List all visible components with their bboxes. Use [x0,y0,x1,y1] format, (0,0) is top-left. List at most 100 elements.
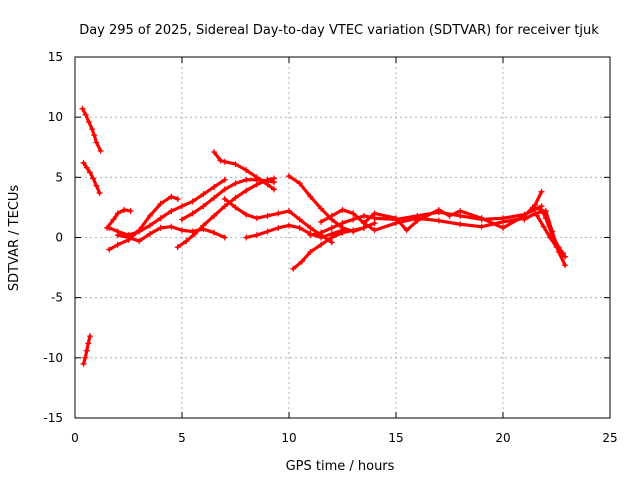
data-point-marker [89,126,96,133]
data-point-marker [104,224,111,231]
data-point-marker [446,212,453,219]
data-point-marker [93,139,100,146]
data-point-marker [318,241,325,248]
series-arc-10 [211,149,278,193]
y-tick-label: 15 [48,50,63,64]
data-point-marker [360,220,367,227]
data-point-marker [136,238,143,245]
data-point-marker [106,246,113,253]
data-point-marker [253,174,260,181]
data-point-marker [221,186,228,193]
series-arc-11 [221,195,335,246]
data-point-marker [243,234,250,241]
y-tick-label: 0 [55,231,63,245]
data-point-marker [298,258,305,265]
data-point-marker [414,217,421,224]
data-point-marker [189,198,196,205]
data-point-marker [290,265,297,272]
data-point-marker [275,210,282,217]
series-arc-1 [79,105,104,154]
data-point-marker [286,208,292,215]
data-point-marker [174,195,181,202]
data-point-marker [296,216,303,223]
data-point-marker [264,212,271,219]
data-point-marker [114,241,121,248]
data-point-marker [296,180,303,187]
data-point-marker [243,187,250,194]
data-point-marker [500,224,506,231]
data-point-marker [200,191,207,198]
data-point-marker [86,333,93,340]
x-tick-labels: 0 5 10 15 20 25 [71,431,617,445]
data-point-marker [478,223,485,230]
series-arc-3 [80,333,93,367]
series-line [107,178,227,237]
data-point-marker [243,211,250,218]
data-point-marker [328,234,335,241]
data-point-marker [97,147,104,154]
data-point-marker [562,262,569,269]
data-point-marker [547,234,554,241]
data-point-marker [264,181,271,188]
x-tick-label: 0 [71,431,79,445]
data-point-marker [179,203,185,210]
data-point-marker [211,183,218,190]
data-point-marker [96,189,103,196]
series-line [522,209,567,267]
axis-ticks [74,56,611,419]
data-point-marker [318,229,325,236]
data-point-marker [307,193,314,200]
x-axis-label: GPS time / hours [286,459,395,474]
data-point-marker [435,217,442,224]
data-point-marker [360,212,367,219]
y-tick-label: -5 [51,291,63,305]
data-point-marker [85,340,92,347]
data-point-marker [80,360,87,367]
data-point-marker [85,118,92,125]
data-point-marker [243,167,250,174]
data-point-marker [478,215,485,222]
data-point-marker [127,208,134,215]
y-tick-label: 5 [55,170,63,184]
data-point-marker [121,206,128,213]
series-arc-2 [80,159,103,196]
data-point-marker [271,179,278,186]
data-point-marker [114,210,121,217]
y-tick-label: -15 [43,411,63,425]
y-axis-label: SDTVAR / TECUs [7,185,22,292]
data-point-marker [82,111,89,118]
data-point-marker [200,222,207,229]
data-point-marker [232,194,239,201]
data-point-marker [221,203,228,210]
data-point-marker [191,230,198,237]
data-point-marker [200,203,207,210]
data-point-marker [350,210,357,217]
series-arc-4 [106,193,181,253]
series-line [212,150,276,191]
data-point-marker [243,176,250,183]
data-point-marker [146,222,153,229]
series-arc-6 [104,206,134,231]
data-point-marker [350,227,357,234]
data-point-marker [529,204,536,211]
x-tick-label: 20 [495,431,510,445]
data-point-marker [232,204,239,211]
data-point-marker [371,227,378,234]
x-tick-label: 10 [281,431,296,445]
data-point-marker [540,223,547,230]
data-point-marker [80,159,87,166]
data-point-marker [83,347,90,354]
data-point-marker [253,215,260,222]
data-point-marker [500,218,506,225]
data-point-marker [86,169,93,176]
data-point-marker [157,215,164,222]
data-point-marker [435,206,442,213]
data-point-marker [350,216,357,223]
data-point-marker [393,215,399,222]
data-point-marker [211,212,218,219]
series-arc-20 [534,212,566,257]
data-point-marker [93,182,100,189]
data-point-marker [168,193,175,200]
data-point-marker [457,208,464,215]
data-point-marker [538,188,545,195]
